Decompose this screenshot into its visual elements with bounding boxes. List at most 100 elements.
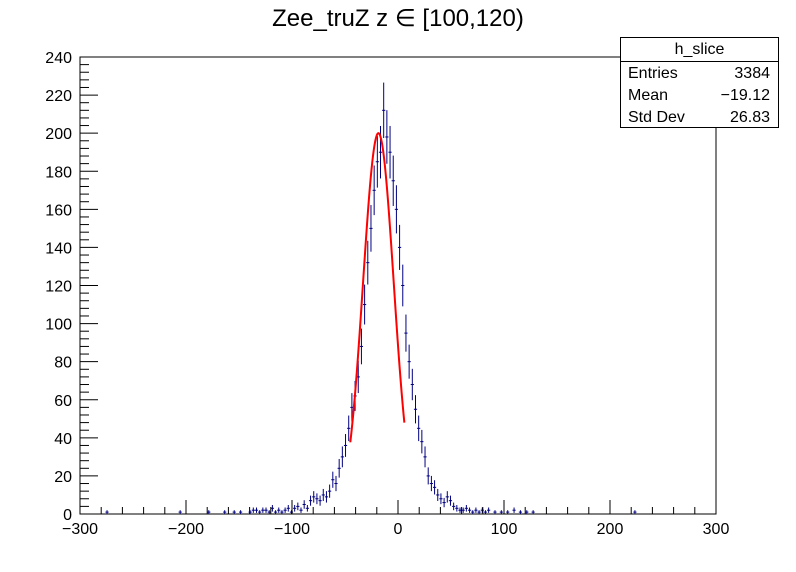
histogram-bin	[286, 504, 290, 512]
histogram-bin	[382, 82, 386, 139]
histogram-bin	[493, 510, 497, 514]
x-tick-label: 300	[703, 521, 730, 538]
histogram-bin	[410, 368, 414, 401]
y-tick-label: 20	[54, 469, 72, 486]
histogram-bin	[232, 510, 236, 514]
histogram-bin	[391, 155, 395, 206]
histogram-bin	[293, 504, 297, 512]
histogram-bin	[337, 458, 341, 478]
histogram-bin	[289, 510, 294, 514]
histogram-bin	[518, 510, 523, 514]
x-tick-label: −100	[274, 521, 310, 538]
x-tick-label: 0	[394, 521, 403, 538]
y-tick-label: 200	[45, 126, 72, 143]
histogram-bin	[499, 510, 503, 514]
x-tick-label: 200	[597, 521, 624, 538]
histogram-bin	[334, 475, 338, 492]
histogram-bin	[420, 429, 424, 454]
histogram-bin	[366, 240, 370, 285]
stats-row-stddev: Std Dev 26.83	[621, 106, 778, 128]
histogram-bin	[347, 415, 351, 442]
histogram-bin	[461, 507, 465, 513]
histogram-bin	[305, 504, 309, 512]
histogram-bin	[283, 507, 287, 513]
histogram-bin	[296, 502, 300, 511]
stats-label: Std Dev	[628, 109, 685, 126]
histogram-bin	[321, 488, 325, 501]
histogram-bin	[273, 510, 278, 514]
stats-label: Mean	[628, 87, 669, 104]
y-tick-label: 220	[45, 88, 72, 105]
y-tick-label: 100	[45, 317, 72, 334]
histogram-bin	[455, 504, 459, 512]
histogram-bin	[280, 510, 284, 514]
histogram-bin	[261, 507, 265, 513]
x-tick-label: 100	[491, 521, 518, 538]
histogram-bin	[343, 434, 348, 457]
histogram-bin	[506, 510, 510, 514]
histogram-bin	[299, 507, 303, 513]
histogram-bin	[359, 328, 364, 365]
y-tick-label: 240	[45, 50, 72, 67]
histogram-bin	[223, 510, 227, 514]
chart-title: Zee_truZ z ∈ [100,120)	[272, 5, 524, 32]
histogram-bin	[467, 507, 472, 513]
x-tick-label: −300	[62, 521, 98, 538]
histogram-bin	[401, 264, 405, 307]
histogram-bin	[340, 446, 344, 468]
stats-row-mean: Mean −19.12	[621, 84, 778, 106]
histogram-bin	[239, 510, 243, 514]
histogram-bin	[432, 480, 437, 495]
y-tick-label: 60	[54, 393, 72, 410]
stats-value: 3384	[734, 65, 770, 82]
stats-box: h_slice Entries 3384 Mean −19.12 Std Dev…	[620, 37, 779, 128]
histogram-bin	[464, 504, 468, 512]
gaussian-fit-curve	[349, 132, 406, 443]
histogram-bin	[331, 471, 335, 488]
histogram-bin	[429, 475, 433, 492]
y-tick-label: 180	[45, 164, 72, 181]
histogram-bin	[480, 507, 484, 513]
histogram-bin	[369, 205, 373, 252]
histogram-bin	[487, 507, 491, 513]
histogram-bin	[207, 510, 211, 514]
histogram-bin	[426, 467, 430, 485]
histogram-bin	[448, 495, 453, 506]
histogram-bin	[394, 185, 398, 234]
y-tick-label: 80	[54, 355, 72, 372]
histogram-bin	[474, 507, 478, 513]
histogram-bin	[258, 510, 262, 514]
histogram-bin	[324, 491, 329, 503]
histogram-bin	[308, 495, 313, 506]
histogram-bin	[413, 395, 418, 424]
histogram-bin	[277, 507, 281, 513]
stats-box-title: h_slice	[621, 38, 778, 62]
histogram-bin	[531, 510, 535, 514]
histogram-bin	[633, 510, 637, 514]
histogram-bin	[477, 510, 481, 514]
histogram-bin	[315, 493, 319, 505]
x-tick-label: −200	[168, 521, 204, 538]
histogram-bin	[388, 125, 392, 179]
histogram-bin	[458, 507, 462, 513]
histogram-bin	[385, 110, 389, 164]
histogram-bin	[312, 491, 316, 503]
histogram-bin	[302, 500, 306, 509]
histogram-bin	[436, 488, 440, 501]
histogram-bin	[328, 484, 332, 498]
y-tick-label: 140	[45, 240, 72, 257]
y-tick-label: 0	[63, 507, 72, 524]
y-tick-label: 160	[45, 202, 72, 219]
histogram-bin	[270, 504, 274, 512]
histogram-bin	[267, 510, 271, 514]
histogram-bin	[404, 314, 408, 352]
histogram-bin	[248, 510, 252, 514]
y-tick-label: 120	[45, 279, 72, 296]
histogram-bins	[105, 82, 637, 514]
histogram-bin	[417, 415, 421, 442]
histogram-bin	[439, 493, 443, 505]
histogram-bin	[264, 507, 268, 513]
histogram-bin	[445, 491, 449, 503]
histogram-bin	[251, 507, 255, 513]
histogram-bin	[372, 165, 376, 216]
